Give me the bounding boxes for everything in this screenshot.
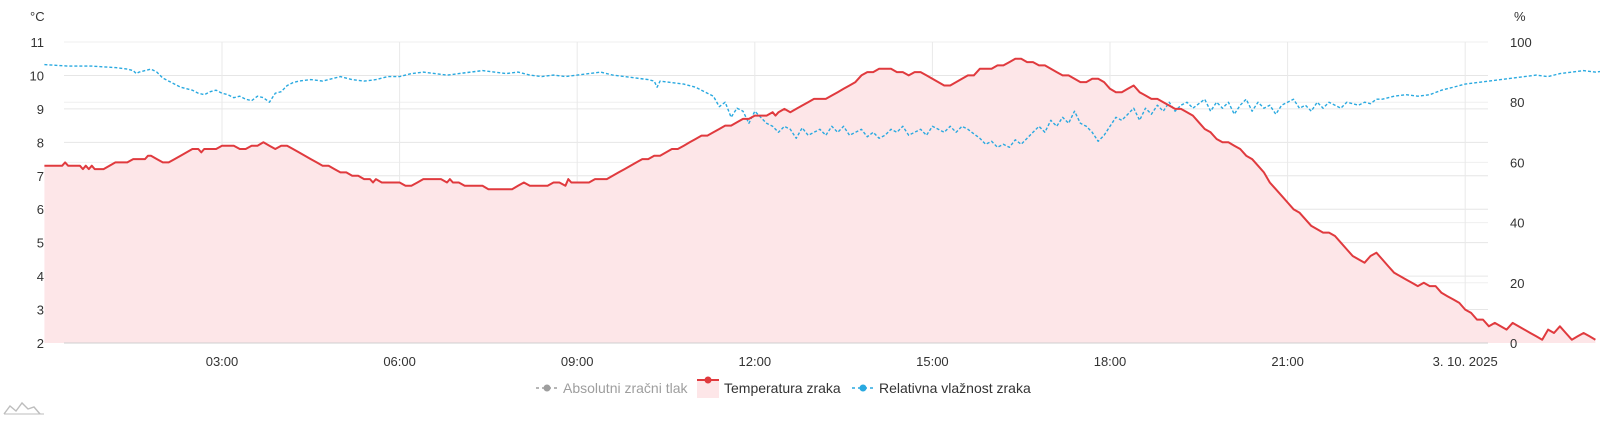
x-tick-label: 06:00 [383,354,416,369]
y-right-tick-label: 0 [1510,336,1517,351]
y-left-tick-label: 3 [37,303,44,318]
y-right-tick-label: 40 [1510,216,1524,231]
legend-label: Absolutni zračni tlak [563,380,689,396]
y-right-tick-label: 80 [1510,95,1524,110]
temperature-area [44,58,1596,343]
legend-item-1: Temperatura zraka [697,376,841,398]
logo-icon [3,401,44,415]
temperature-line-layer [44,57,1596,341]
legend-marker [704,376,712,384]
x-tick-label: 18:00 [1094,354,1127,369]
y-left-tick-label: 11 [31,35,45,50]
y-left-tick-label: 9 [37,102,44,117]
humidity-line [44,63,1600,148]
y-left-unit: °C [30,9,45,24]
legend-swatch [697,380,719,398]
axes: 2 3 4 5 6 7 8 9 10 11 0 20 40 60 80 100 03:00 06:00 09:00 1… [30,9,1532,369]
y-left-tick-label: 7 [37,169,44,184]
legend-item-0: Absolutni zračni tlak [536,380,689,396]
x-tick-label: 15:00 [916,354,949,369]
x-tick-label: 03:00 [206,354,239,369]
x-tick-label: 3. 10. 2025 [1433,354,1498,369]
legend-label: Temperatura zraka [724,380,841,396]
legend-item-2: Relativna vlažnost zraka [852,380,1031,396]
y-left-tick-label: 2 [37,336,44,351]
y-right-tick-label: 60 [1510,155,1524,170]
legend-marker [543,384,551,392]
x-tick-label: 09:00 [561,354,594,369]
y-right-unit: % [1514,9,1526,24]
x-tick-label: 12:00 [739,354,772,369]
legend-label: Relativna vlažnost zraka [879,380,1031,396]
y-left-tick-label: 6 [37,202,44,217]
y-left-tick-label: 4 [37,269,44,284]
y-left-tick-label: 8 [37,135,44,150]
y-right-tick-label: 100 [1510,35,1532,50]
legend: Absolutni zračni tlak Temperatura zraka Re… [536,376,1031,398]
temperature-line [44,57,1596,341]
y-left-tick-label: 10 [30,68,44,83]
y-left-tick-label: 5 [37,236,44,251]
y-right-tick-label: 20 [1510,276,1524,291]
humidity-line-layer [44,63,1600,148]
temperature-area-layer [44,58,1596,343]
x-tick-label: 21:00 [1271,354,1304,369]
legend-marker [859,384,867,392]
